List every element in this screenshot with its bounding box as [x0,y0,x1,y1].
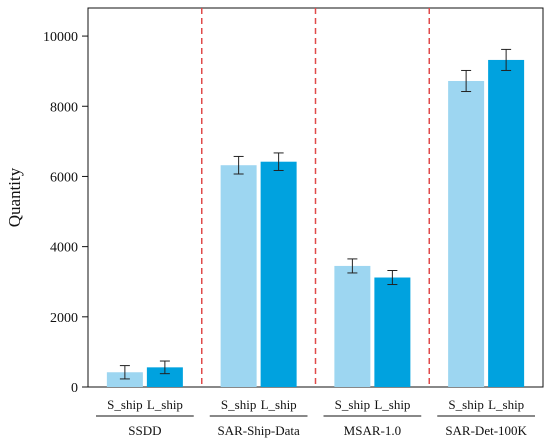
category-label: L_ship [147,397,183,412]
group-label: MSAR-1.0 [344,423,401,438]
bar-s-ship [220,165,257,387]
category-label: S_ship [448,397,483,412]
plot-area: 0 2000 4000 6000 8000 10000 Quantity S_ship L_sh… [5,7,544,438]
bar-l-ship [146,367,183,387]
category-label: S_ship [335,397,370,412]
y-tick-label: 4000 [50,241,78,256]
category-label: L_ship [488,397,524,412]
y-axis-title: Quantity [5,167,24,227]
y-tick-label: 8000 [50,100,78,115]
bar-l-ship [488,59,525,387]
group-label: SSDD [128,423,161,438]
category-label: S_ship [107,397,142,412]
category-label: S_ship [221,397,256,412]
bar-l-ship [260,161,297,387]
y-tick-label: 10000 [43,30,78,45]
category-label: L_ship [261,397,297,412]
bar-s-ship [448,80,485,388]
group-label: SAR-Det-100K [445,423,527,438]
y-tick-label: 6000 [50,170,78,185]
bar-s-ship [106,372,143,387]
bar-l-ship [374,277,411,387]
y-tick-label: 2000 [50,311,78,326]
bar-s-ship [334,265,371,387]
group-label: SAR-Ship-Data [217,423,300,438]
y-tick-label: 0 [71,381,78,396]
category-label: L_ship [374,397,410,412]
